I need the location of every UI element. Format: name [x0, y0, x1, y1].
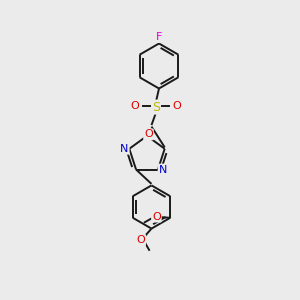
Text: O: O: [130, 100, 140, 111]
Text: O: O: [144, 129, 153, 140]
Text: O: O: [172, 100, 182, 111]
Text: N: N: [158, 164, 167, 175]
Text: S: S: [152, 100, 160, 114]
Text: O: O: [152, 212, 161, 222]
Text: F: F: [156, 32, 162, 42]
Text: N: N: [120, 144, 129, 154]
Text: O: O: [136, 235, 145, 245]
